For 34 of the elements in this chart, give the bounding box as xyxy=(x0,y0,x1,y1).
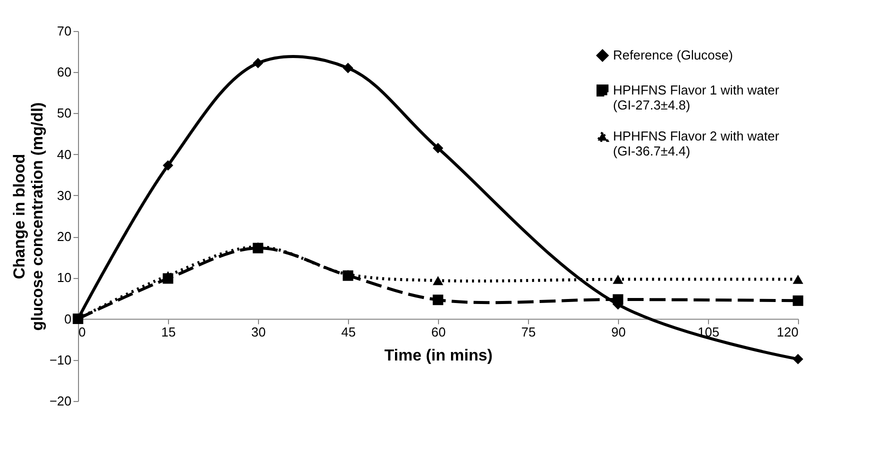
y-tick-label: −20 xyxy=(49,394,72,408)
x-tick-label: 30 xyxy=(251,324,266,340)
y-tick-label: 20 xyxy=(57,229,72,244)
x-tick-label: 90 xyxy=(611,324,626,340)
x-tick-label: 45 xyxy=(341,324,356,340)
x-tick-label: 0 xyxy=(78,324,86,340)
y-axis-title: Change in blood glucose concentration (mg/dl) xyxy=(11,102,46,331)
x-tick-label: 120 xyxy=(776,324,798,340)
point xyxy=(162,273,174,284)
point xyxy=(612,274,624,284)
y-tick-label: 10 xyxy=(57,270,72,286)
point xyxy=(432,142,444,154)
y-tick-label: 50 xyxy=(57,106,72,121)
y-tick-label: 70 xyxy=(57,24,72,38)
legend-label: HPHFNS Flavor 2 with water (GI-36.7±4.4) xyxy=(613,128,780,158)
y-tick-label: −10 xyxy=(49,352,72,368)
legend-label: Reference (Glucose) xyxy=(613,48,733,62)
point xyxy=(432,294,444,306)
point xyxy=(792,354,804,364)
point xyxy=(432,276,444,286)
x-tick-label: 60 xyxy=(431,324,446,340)
x-axis-title: Time (in mins) xyxy=(384,347,493,364)
y-tick-label: 30 xyxy=(57,188,72,203)
x-tick-label: 15 xyxy=(161,324,176,340)
y-tick-label: 60 xyxy=(57,64,72,80)
point xyxy=(792,295,804,306)
point xyxy=(162,160,174,171)
y-tick-label: 40 xyxy=(57,146,72,162)
point xyxy=(342,62,354,74)
x-tick-label: 75 xyxy=(521,324,536,340)
y-tick-label: 0 xyxy=(64,311,72,326)
point xyxy=(252,58,264,68)
legend-label: HPHFNS Flavor 1 with water (GI-27.3±4.8) xyxy=(613,82,780,112)
point xyxy=(792,274,804,284)
